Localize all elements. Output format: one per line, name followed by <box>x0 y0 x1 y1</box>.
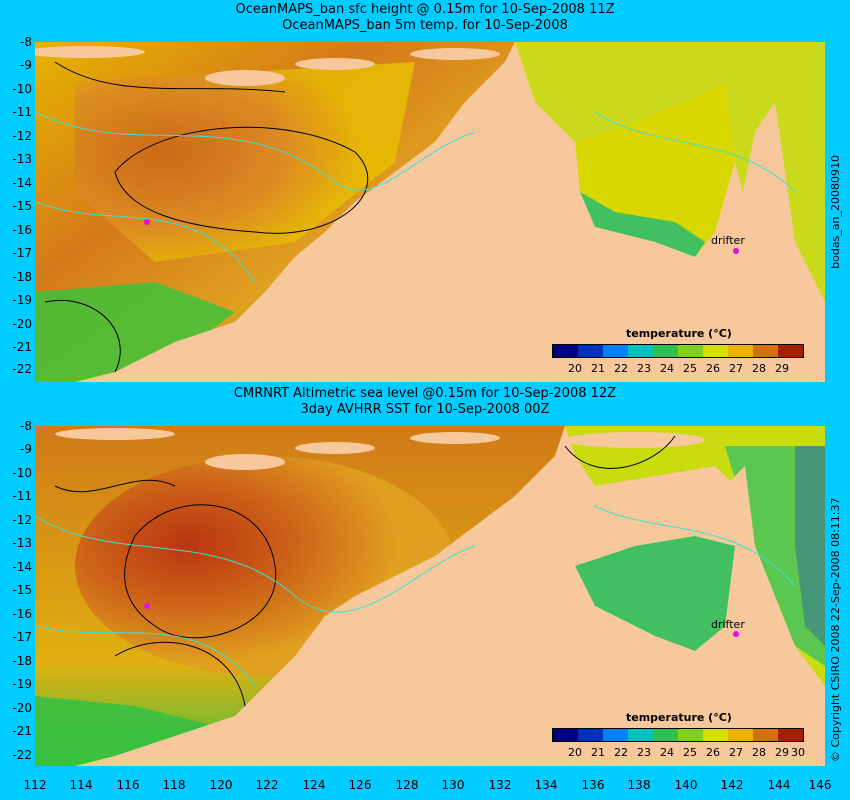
bottom-drifter-marker <box>733 631 739 637</box>
top-title-line1: OceanMAPS_ban sfc height @ 0.15m for 10-… <box>235 2 615 17</box>
bottom-land-australia <box>75 426 825 766</box>
bottom-title-line1: CMRNRT Altimetric sea level @0.15m for 1… <box>233 386 617 401</box>
top-drifter-label: drifter <box>711 234 745 247</box>
bottom-title-line2: 3day AVHRR SST for 10-Sep-2008 00Z <box>300 402 550 417</box>
top-colorbar <box>552 344 804 358</box>
top-title-line2: OceanMAPS_ban 5m temp. for 10-Sep-2008 <box>282 18 568 33</box>
bottom-drifter-label: drifter <box>711 618 745 631</box>
bottom-drifter-marker-west <box>144 603 150 609</box>
bottom-map <box>35 426 825 766</box>
top-drifter-marker-west <box>144 219 150 225</box>
bottom-colorbar <box>552 728 804 742</box>
top-map <box>35 42 825 382</box>
top-land-australia <box>75 42 825 382</box>
bottom-colorbar-title: temperature (°C) <box>626 711 732 724</box>
top-drifter-marker <box>733 248 739 254</box>
top-side-label: bodas_an_20080910 <box>829 155 842 269</box>
top-colorbar-title: temperature (°C) <box>626 327 732 340</box>
bottom-side-label: © Copyright CSIRO 2008 22-Sep-2008 08:11… <box>829 497 842 763</box>
bottom-gulf-area <box>575 536 735 651</box>
